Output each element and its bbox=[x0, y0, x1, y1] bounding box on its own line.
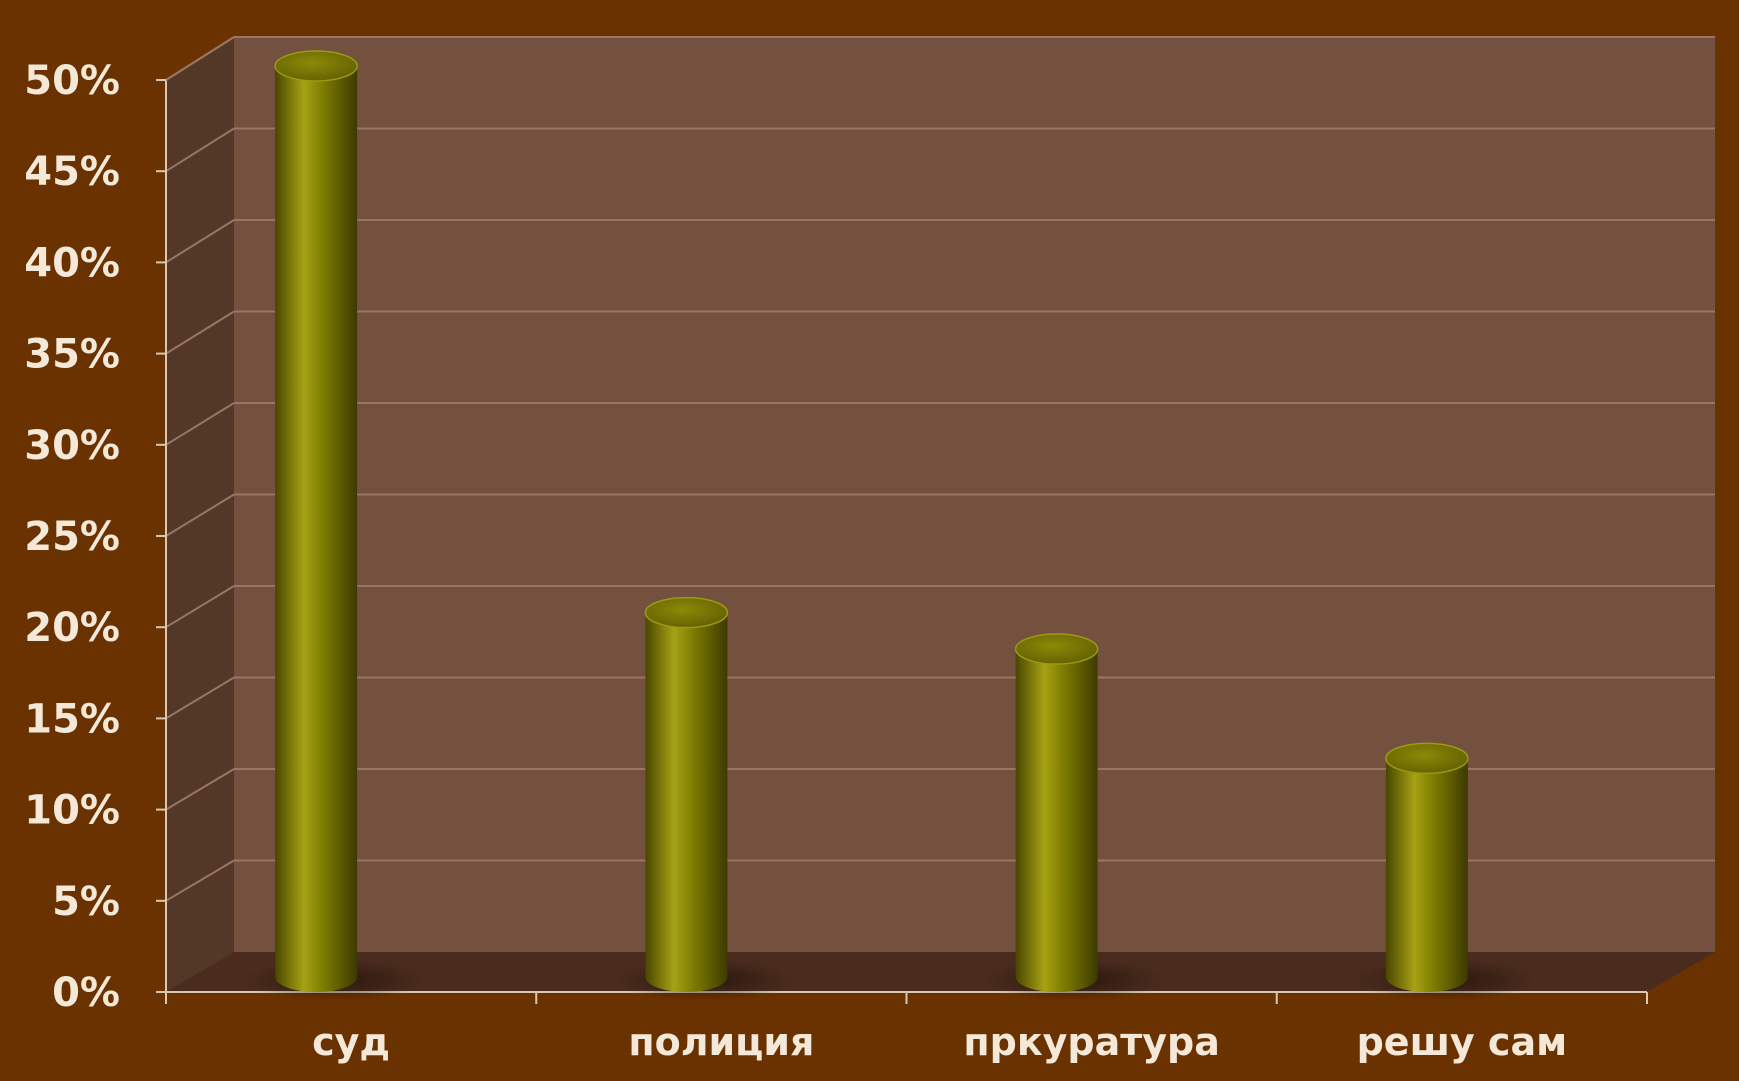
y-tick-label: 5% bbox=[52, 879, 120, 925]
y-tick-label: 30% bbox=[24, 423, 120, 469]
bar-body bbox=[1385, 758, 1468, 993]
x-tick-label: полиция bbox=[628, 1020, 814, 1064]
y-tick-label: 25% bbox=[24, 514, 120, 560]
x-tick-label: пркуратура bbox=[963, 1020, 1220, 1064]
bar-cap bbox=[1014, 633, 1099, 665]
y-tick-label: 45% bbox=[24, 149, 120, 195]
gridline-side bbox=[165, 219, 235, 264]
y-tick-label: 15% bbox=[24, 696, 120, 742]
x-axis-ticks: суд полиция пркуратура решу сам bbox=[165, 992, 1648, 1064]
gridline-side bbox=[165, 676, 235, 720]
y-tick-label: 10% bbox=[24, 788, 120, 834]
y-axis-ticks: 0% 5% 10% 15% 20% 25% 30% 35% 40% 45% 50% bbox=[24, 58, 166, 1016]
y-tick-label: 50% bbox=[24, 58, 120, 104]
gridlines bbox=[165, 36, 1715, 902]
bar-1 bbox=[613, 596, 796, 1001]
bar-body bbox=[1015, 649, 1098, 993]
bar-2 bbox=[983, 633, 1166, 1001]
x-tick-label: суд bbox=[312, 1020, 390, 1064]
gridline-side bbox=[165, 402, 235, 446]
gridline-side bbox=[165, 585, 235, 629]
gridline-side bbox=[165, 859, 235, 902]
x-tick-label: решу сам bbox=[1357, 1020, 1568, 1064]
bars bbox=[243, 50, 1536, 1001]
gridline-side bbox=[165, 493, 235, 537]
bar-body bbox=[645, 612, 728, 992]
y-tick-label: 35% bbox=[24, 332, 120, 378]
gridline-side bbox=[165, 127, 235, 173]
y-tick-label: 0% bbox=[52, 970, 120, 1016]
bar-body bbox=[275, 66, 358, 992]
gridline-side bbox=[165, 768, 235, 811]
top-edge-side bbox=[165, 36, 235, 81]
bar-cap bbox=[1385, 742, 1469, 775]
chart-floor bbox=[166, 952, 1715, 992]
bar-cap bbox=[644, 596, 729, 629]
bar-3 bbox=[1353, 742, 1536, 1001]
bar-0 bbox=[243, 50, 426, 1001]
y-tick-label: 20% bbox=[24, 605, 120, 651]
y-tick-label: 40% bbox=[24, 240, 120, 286]
gridline-side bbox=[165, 310, 235, 355]
bar-cap bbox=[274, 50, 358, 82]
